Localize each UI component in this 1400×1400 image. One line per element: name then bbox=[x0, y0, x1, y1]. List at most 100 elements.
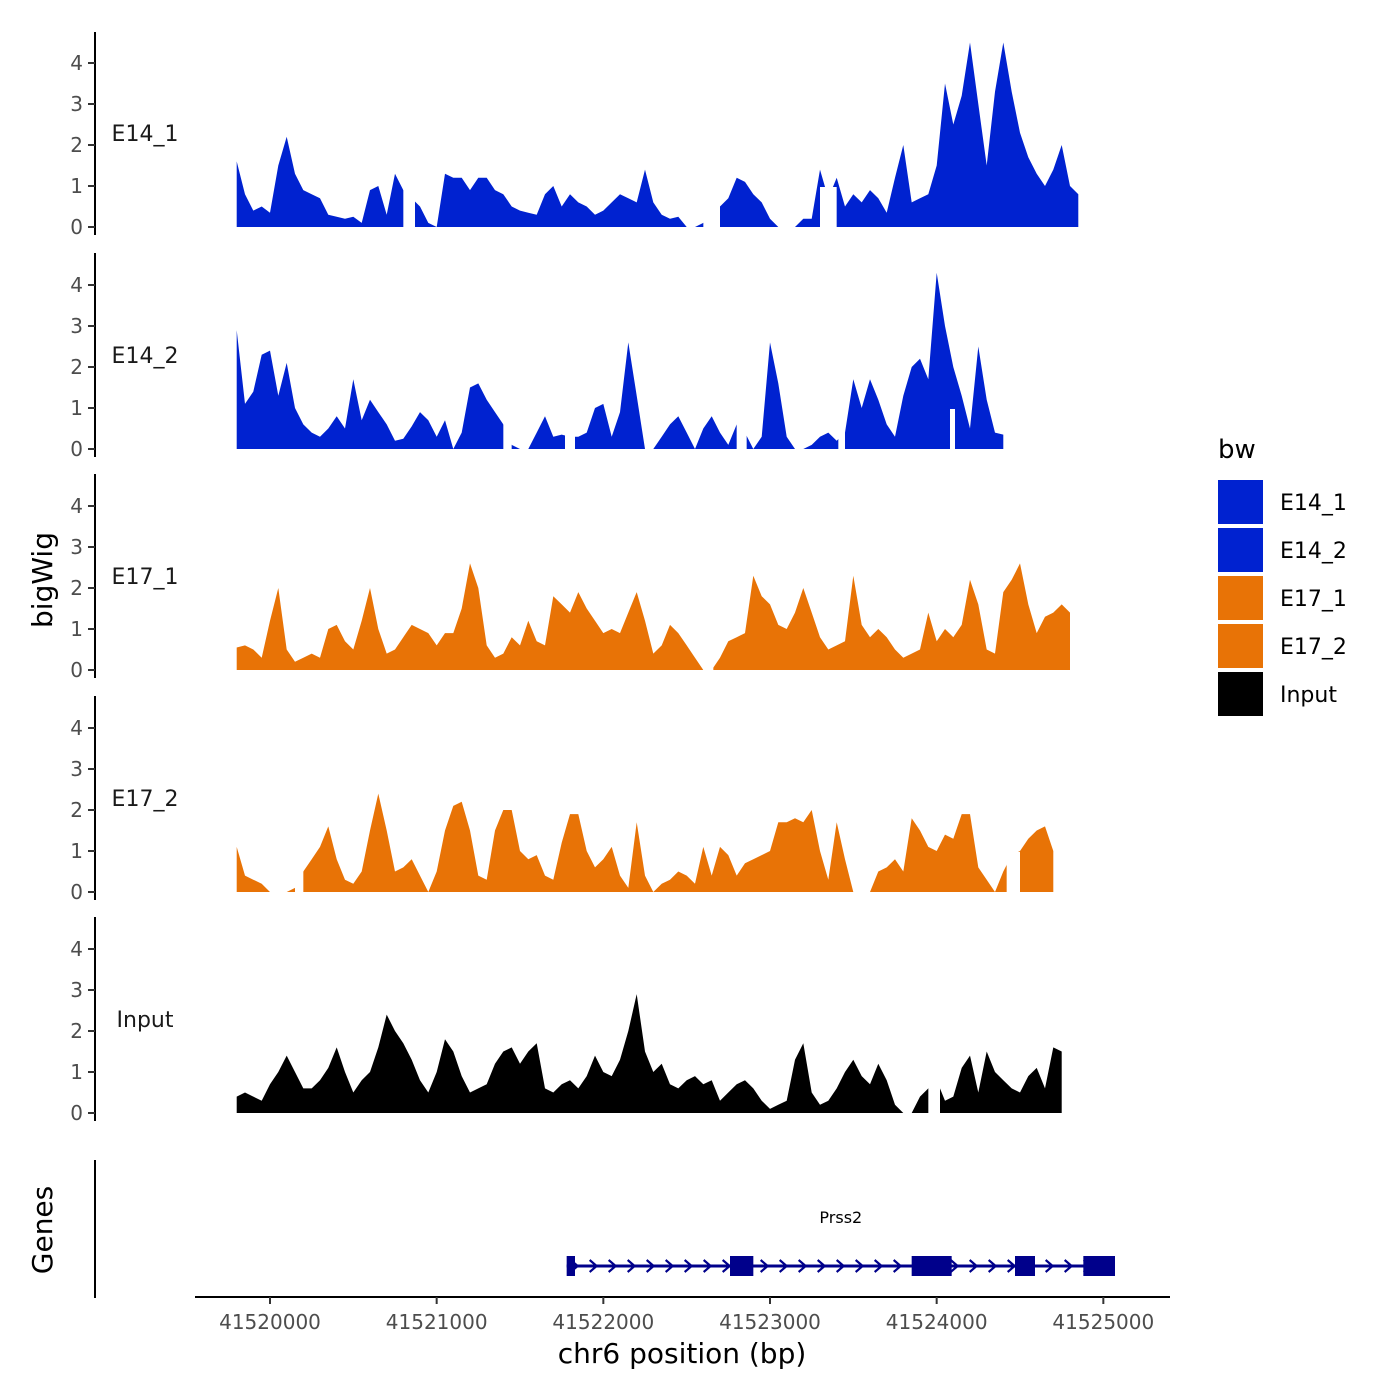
strand-arrow bbox=[968, 1259, 979, 1273]
y-tick-label: 1 bbox=[70, 617, 83, 641]
coverage-gap bbox=[703, 187, 720, 229]
coverage-gap bbox=[503, 409, 512, 451]
strand-arrow bbox=[797, 1259, 808, 1273]
strand-arrow bbox=[987, 1259, 998, 1273]
gene-track-title: Genes bbox=[26, 1186, 59, 1274]
strand-arrow bbox=[626, 1259, 637, 1273]
coverage-gap bbox=[1006, 852, 1020, 894]
track-label: E17_1 bbox=[112, 565, 179, 590]
y-tick-label: 2 bbox=[70, 355, 83, 379]
strand-arrow bbox=[607, 1259, 618, 1273]
y-tick-label: 0 bbox=[70, 658, 83, 682]
y-tick-label: 3 bbox=[70, 535, 83, 559]
x-tick-label: 41521000 bbox=[386, 1310, 488, 1334]
coverage-gap bbox=[295, 852, 304, 894]
track-E17_2: 0 1 2 3 4 E17_2 bbox=[70, 696, 1054, 904]
strand-arrow bbox=[892, 1259, 903, 1273]
gene-exon bbox=[730, 1256, 754, 1276]
strand-arrow bbox=[949, 1259, 960, 1273]
y-tick-label: 0 bbox=[70, 880, 83, 904]
coverage-area-E17_1 bbox=[236, 563, 1070, 670]
gene-exon bbox=[1083, 1256, 1115, 1276]
legend-label-E14_2: E14_2 bbox=[1280, 539, 1347, 564]
coverage-gap bbox=[736, 409, 747, 451]
coverage-gap bbox=[565, 409, 575, 451]
track-label: E14_2 bbox=[112, 344, 179, 369]
coverage-gap bbox=[403, 187, 415, 229]
coverage-area-E14_2 bbox=[236, 272, 1004, 449]
legend-label-E17_2: E17_2 bbox=[1280, 635, 1347, 660]
strand-arrow bbox=[702, 1259, 713, 1273]
strand-arrow bbox=[1063, 1259, 1074, 1273]
y-tick-label: 2 bbox=[70, 133, 83, 157]
gene-exon bbox=[566, 1256, 575, 1276]
coverage-gap bbox=[703, 630, 714, 672]
x-tick-label: 41520000 bbox=[219, 1310, 321, 1334]
coverage-area-E17_2 bbox=[236, 793, 1054, 892]
y-axis-title: bigWig bbox=[26, 532, 59, 628]
legend-label-E14_1: E14_1 bbox=[1280, 491, 1347, 516]
coverage-area-E14_1 bbox=[236, 42, 1079, 227]
x-tick-label: 41522000 bbox=[552, 1310, 654, 1334]
strand-arrow bbox=[588, 1259, 599, 1273]
gene-exon bbox=[1015, 1256, 1035, 1276]
y-tick-label: 2 bbox=[70, 576, 83, 600]
y-tick-label: 4 bbox=[70, 51, 83, 75]
coverage-gap bbox=[820, 187, 837, 229]
y-tick-label: 2 bbox=[70, 798, 83, 822]
track-label: Input bbox=[117, 1008, 174, 1033]
y-tick-label: 0 bbox=[70, 1101, 83, 1125]
y-tick-label: 3 bbox=[70, 92, 83, 116]
x-axis-title: chr6 position (bp) bbox=[558, 1337, 807, 1370]
strand-arrow bbox=[854, 1259, 865, 1273]
strand-arrow bbox=[1044, 1259, 1055, 1273]
x-tick-label: 41524000 bbox=[886, 1310, 988, 1334]
y-tick-label: 2 bbox=[70, 1019, 83, 1043]
gene-name-label: Prss2 bbox=[819, 1208, 862, 1227]
y-tick-label: 1 bbox=[70, 1060, 83, 1084]
legend-swatch-E14_2 bbox=[1218, 528, 1263, 572]
strand-arrow bbox=[778, 1259, 789, 1273]
track-label: E14_1 bbox=[112, 122, 179, 147]
y-tick-label: 4 bbox=[70, 273, 83, 297]
strand-arrow bbox=[664, 1259, 675, 1273]
x-axis: 41520000 41521000 41522000 41523000 41524000… bbox=[195, 1296, 1170, 1334]
y-tick-label: 4 bbox=[70, 937, 83, 961]
y-tick-label: 1 bbox=[70, 839, 83, 863]
coverage-gap bbox=[856, 852, 869, 894]
legend-swatch-Input bbox=[1218, 672, 1263, 716]
strand-arrow bbox=[873, 1259, 884, 1273]
gene-track: Prss2 bbox=[94, 1160, 1115, 1298]
y-tick-label: 3 bbox=[70, 314, 83, 338]
x-tick-label: 41523000 bbox=[719, 1310, 821, 1334]
legend: bw E14_1 E14_2 E17_1 E17_2 Input bbox=[1218, 435, 1347, 716]
track-E17_1: 0 1 2 3 4 E17_1 bbox=[70, 474, 1070, 682]
legend-label-Input: Input bbox=[1280, 683, 1337, 708]
track-E14_2: 0 1 2 3 4 E14_2 bbox=[70, 253, 1004, 461]
y-tick-label: 3 bbox=[70, 978, 83, 1002]
strand-arrow bbox=[835, 1259, 846, 1273]
track-label: E17_2 bbox=[112, 787, 179, 812]
coverage-tracks: 0 1 2 3 4 E14_1 0 1 2 3 4 E14_2 0 1 2 3 4 E17_1 0 1 2 3 4 E17_2… bbox=[70, 32, 1079, 1125]
y-tick-label: 4 bbox=[70, 494, 83, 518]
y-tick-label: 3 bbox=[70, 757, 83, 781]
y-tick-label: 1 bbox=[70, 174, 83, 198]
x-tick-label: 41525000 bbox=[1052, 1310, 1154, 1334]
y-tick-label: 4 bbox=[70, 716, 83, 740]
legend-swatch-E17_2 bbox=[1218, 624, 1263, 668]
strand-arrow bbox=[645, 1259, 656, 1273]
strand-arrow bbox=[721, 1259, 732, 1273]
coverage-gap bbox=[950, 409, 955, 451]
track-E14_1: 0 1 2 3 4 E14_1 bbox=[70, 32, 1079, 239]
coverage-area-Input bbox=[236, 994, 1062, 1113]
legend-label-E17_1: E17_1 bbox=[1280, 587, 1347, 612]
strand-arrow bbox=[816, 1259, 827, 1273]
y-tick-label: 0 bbox=[70, 215, 83, 239]
legend-title: bw bbox=[1218, 435, 1256, 465]
strand-arrow bbox=[1006, 1259, 1017, 1273]
legend-swatch-E14_1 bbox=[1218, 480, 1263, 524]
gene-exon bbox=[911, 1256, 952, 1276]
strand-arrow bbox=[759, 1259, 770, 1273]
y-tick-label: 0 bbox=[70, 437, 83, 461]
